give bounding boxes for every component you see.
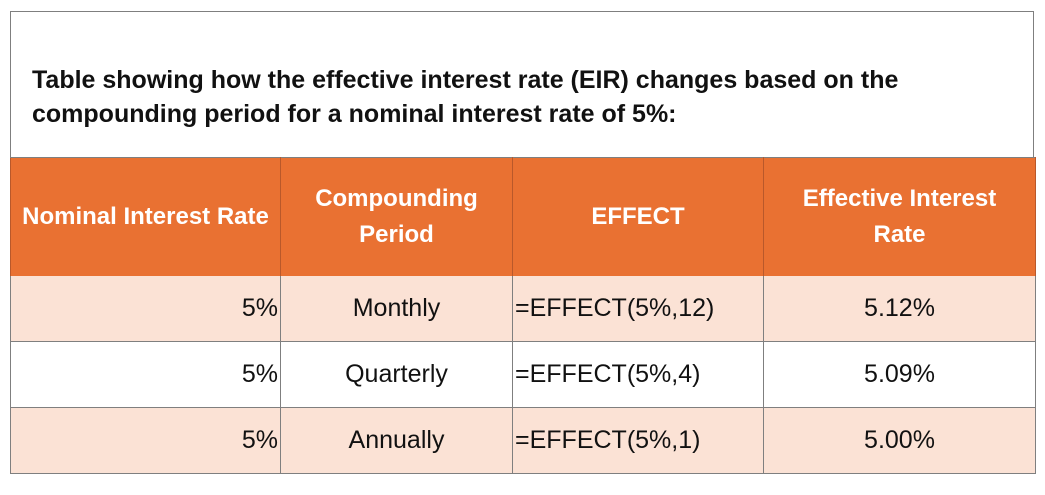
cell-effective-rate: 5.12% [763, 275, 1036, 342]
header-effect: EFFECT [512, 157, 764, 276]
cell-compounding-period: Quarterly [280, 341, 513, 408]
header-compounding-period: Compounding Period [280, 157, 513, 276]
table-header-row: Nominal Interest Rate Compounding Period… [10, 157, 1036, 276]
cell-effective-rate: 5.09% [763, 341, 1036, 408]
table-row: 5% Monthly =EFFECT(5%,12) 5.12% [10, 275, 1036, 342]
cell-effect-formula: =EFFECT(5%,4) [512, 341, 764, 408]
cell-nominal-rate: 5% [10, 407, 281, 474]
table-caption: Table showing how the effective interest… [32, 66, 899, 128]
header-effective-interest-rate: Effective Interest Rate [763, 157, 1036, 276]
cell-nominal-rate: 5% [10, 275, 281, 342]
cell-compounding-period: Annually [280, 407, 513, 474]
cell-nominal-rate: 5% [10, 341, 281, 408]
eir-table: Nominal Interest Rate Compounding Period… [10, 157, 1036, 474]
cell-effect-formula: =EFFECT(5%,1) [512, 407, 764, 474]
table-row: 5% Annually =EFFECT(5%,1) 5.00% [10, 407, 1036, 474]
cell-effect-formula: =EFFECT(5%,12) [512, 275, 764, 342]
cell-effective-rate: 5.00% [763, 407, 1036, 474]
table-row: 5% Quarterly =EFFECT(5%,4) 5.09% [10, 341, 1036, 408]
header-nominal-interest-rate: Nominal Interest Rate [10, 157, 281, 276]
cell-compounding-period: Monthly [280, 275, 513, 342]
